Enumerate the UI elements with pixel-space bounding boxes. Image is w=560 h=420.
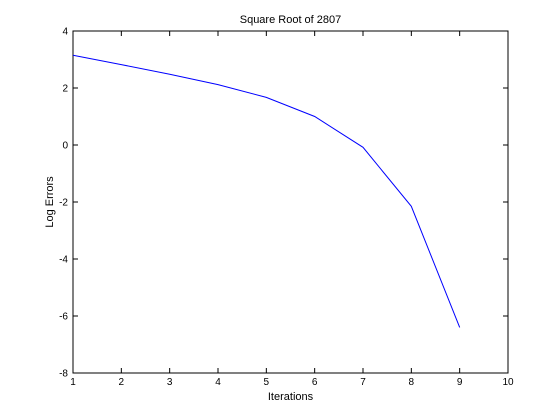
tick-labels: 1 2 3 4 5 6 7 8 9 10 4 2 0 -2 -4 -6 -8 [59, 27, 514, 389]
y-tick-label: -2 [59, 198, 68, 209]
y-tick-label: -8 [59, 369, 68, 380]
y-tick-label: 4 [62, 27, 68, 38]
x-tick-label: 1 [70, 377, 76, 388]
series-layer [72, 54, 461, 328]
x-axis-label: Iterations [268, 391, 314, 403]
x-tick-label: 2 [119, 377, 125, 388]
x-tick-label: 7 [360, 377, 366, 388]
x-tick-label: 6 [312, 377, 318, 388]
x-tick-label: 3 [167, 377, 173, 388]
chart-title: Square Root of 2807 [240, 14, 342, 26]
x-tick-label: 10 [502, 377, 514, 388]
plot-frame [72, 30, 509, 374]
ticks [72, 30, 509, 374]
y-axis-label: Log Errors [44, 176, 56, 228]
x-tick-label: 4 [215, 377, 221, 388]
x-tick-label: 9 [457, 377, 463, 388]
y-tick-label: -4 [59, 255, 68, 266]
y-tick-label: 2 [62, 84, 68, 95]
x-tick-label: 5 [264, 377, 270, 388]
y-tick-label: 0 [62, 141, 68, 152]
series-line [72, 54, 461, 328]
y-tick-label: -6 [59, 312, 68, 323]
x-tick-label: 8 [409, 377, 415, 388]
